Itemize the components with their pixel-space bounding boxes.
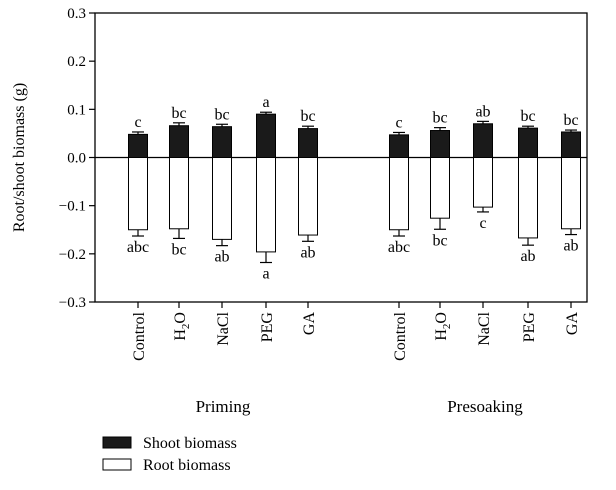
shoot-bar (561, 131, 581, 158)
root-bar (473, 157, 493, 208)
root-bar (430, 157, 450, 219)
category-label: PEG (259, 312, 276, 343)
y-tick-label: 0.2 (67, 54, 86, 70)
legend-label-shoot: Shoot biomass (143, 435, 237, 452)
shoot-significance-label: c (395, 114, 402, 131)
category-label: Control (392, 311, 409, 360)
shoot-significance-label: bc (520, 108, 535, 125)
root-significance-label: bc (171, 241, 186, 258)
y-tick-label: −0.3 (59, 295, 86, 311)
root-significance-label: ab (214, 249, 229, 266)
root-bar (389, 157, 409, 231)
shoot-bar (389, 134, 409, 158)
root-significance-label: ab (520, 248, 535, 265)
y-tick-label: −0.2 (59, 247, 86, 263)
root-bar (256, 157, 276, 253)
category-label: H2O (172, 312, 192, 341)
root-bar (212, 157, 232, 240)
root-bar (298, 157, 318, 236)
shoot-significance-label: bc (563, 112, 578, 129)
root-significance-label: ab (563, 238, 578, 255)
shoot-significance-label: c (134, 114, 141, 131)
root-significance-label: ab (300, 244, 315, 261)
y-tick-label: 0.0 (67, 151, 86, 167)
root-significance-label: abc (127, 239, 149, 256)
root-bar (518, 157, 538, 239)
shoot-bar (430, 130, 450, 159)
shoot-significance-label: a (262, 94, 269, 111)
root-significance-label: a (262, 266, 269, 283)
group-label: Priming (196, 397, 251, 416)
legend-swatch-shoot (102, 436, 132, 449)
category-label: NaCl (215, 311, 232, 345)
category-label: H2O (433, 312, 453, 341)
category-label: GA (301, 312, 318, 336)
y-axis-label: Root/shoot biomass (g) (11, 83, 28, 232)
shoot-significance-label: ab (475, 103, 490, 120)
shoot-significance-label: bc (214, 106, 229, 123)
legend-label-root: Root biomass (143, 457, 231, 474)
root-significance-label: c (479, 215, 486, 232)
root-bar (169, 157, 189, 230)
shoot-bar (518, 127, 538, 158)
category-label: NaCl (476, 311, 493, 345)
y-tick-label: 0.1 (67, 102, 86, 118)
shoot-bar (298, 128, 318, 159)
category-label: PEG (521, 312, 538, 343)
group-label: Presoaking (447, 397, 523, 416)
y-tick-label: 0.3 (67, 6, 86, 22)
root-significance-label: bc (432, 232, 447, 249)
category-label: Control (131, 311, 148, 360)
shoot-significance-label: bc (171, 105, 186, 122)
category-label: GA (564, 312, 581, 336)
y-tick-label: −0.1 (59, 199, 86, 215)
root-bar (128, 157, 148, 231)
root-bar (561, 157, 581, 230)
shoot-significance-label: bc (432, 110, 447, 127)
shoot-bar (256, 113, 276, 158)
shoot-significance-label: bc (300, 108, 315, 125)
shoot-bar (128, 133, 148, 159)
shoot-bar (473, 123, 493, 158)
shoot-bar (212, 126, 232, 158)
legend-swatch-root (102, 458, 132, 471)
root-significance-label: abc (388, 239, 410, 256)
shoot-bar (169, 125, 189, 158)
